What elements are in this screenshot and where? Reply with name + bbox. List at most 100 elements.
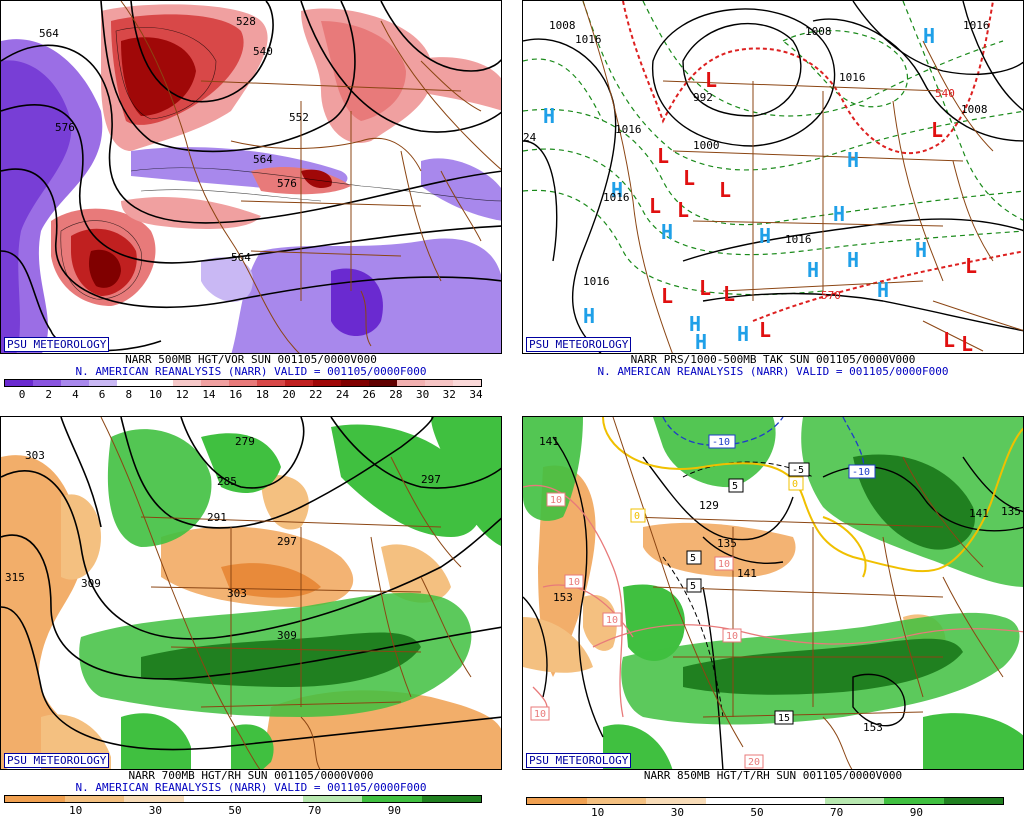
colorbar-swatch <box>124 796 184 802</box>
low-pressure-symbol: L <box>965 254 977 278</box>
colorbar-tick-label: 90 <box>909 806 923 819</box>
colorbar-tick-label: 30 <box>415 388 430 401</box>
colorbar-swatch <box>5 380 33 386</box>
colorbar-tick-label: 50 <box>228 804 242 817</box>
svg-text:10: 10 <box>534 709 546 720</box>
isobar-label: 1016 <box>603 191 630 204</box>
colorbar-swatch <box>201 380 229 386</box>
temperature-label: 20 <box>744 754 764 769</box>
colorbar-tick-label: 12 <box>175 388 189 401</box>
svg-text:10: 10 <box>550 495 562 506</box>
panel-caption-title: NARR 700MB HGT/RH SUN 001105/0000V000 <box>128 769 374 782</box>
map-500mb-vorticity: 564 528 540 576 552 564 576 564 <box>0 0 502 354</box>
colorbar-tick-label: 10 <box>148 388 163 401</box>
height-contour-label: 135 <box>1001 505 1021 518</box>
contour-label: 552 <box>289 111 309 124</box>
panel-500mb-vorticity: 564 528 540 576 552 564 576 564 PSU METE… <box>0 0 502 403</box>
isobar-label: 1016 <box>839 71 866 84</box>
colorbar-tick-label: 10 <box>591 806 605 819</box>
panel-caption-valid: N. AMERICAN REANALYSIS (NARR) VALID = 00… <box>75 781 427 794</box>
high-pressure-symbol: H <box>923 24 935 48</box>
low-pressure-symbol: L <box>699 276 711 300</box>
colorbar-swatch <box>33 380 61 386</box>
colorbar-tick-label: 70 <box>830 806 844 819</box>
contour-label: 564 <box>231 251 251 264</box>
low-pressure-symbol: L <box>683 166 695 190</box>
temperature-label: 10 <box>564 574 584 589</box>
colorbar-tick-label: 2 <box>45 388 53 401</box>
colorbar-swatch <box>705 798 765 804</box>
colorbar-swatch <box>362 796 422 802</box>
low-pressure-symbol: L <box>649 194 661 218</box>
isobar-label: 1008 <box>805 25 832 38</box>
temperature-label: 10 <box>722 628 742 643</box>
vorticity-colorbar <box>4 379 482 387</box>
colorbar-swatch <box>586 798 646 804</box>
height-contour-label: 315 <box>5 571 25 584</box>
height-contour-label: 309 <box>81 577 101 590</box>
colorbar-tick-label: 90 <box>387 804 401 817</box>
height-contour-label: 297 <box>421 473 441 486</box>
svg-text:-5: -5 <box>792 465 804 476</box>
colorbar-swatch <box>285 380 313 386</box>
thickness-label: 570 <box>821 289 841 302</box>
colorbar-tick-label: 10 <box>69 804 83 817</box>
contour-label: 564 <box>39 27 59 40</box>
high-pressure-symbol: H <box>583 304 595 328</box>
low-pressure-symbol: L <box>719 178 731 202</box>
svg-text:5: 5 <box>732 481 738 492</box>
colorbar-swatch <box>257 380 285 386</box>
map-850mb-temperature: 141 129 135 141 153 153 141 135 -10 -10 <box>522 416 1024 770</box>
map-pressure-thickness: H H H H H H H H H H H H H H H L L L L L <box>522 0 1024 354</box>
low-pressure-symbol: L <box>677 198 689 222</box>
psu-meteorology-watermark: PSU METEOROLOGY <box>526 753 632 768</box>
temperature-label: -5 <box>788 462 810 477</box>
low-pressure-symbol: L <box>931 118 943 142</box>
panel-caption-title: NARR 850MB HGT/T/RH SUN 001105/0000V000 <box>643 769 903 782</box>
temperature-label: -10 <box>708 434 736 449</box>
high-pressure-symbol: H <box>759 224 771 248</box>
high-pressure-symbol: H <box>611 178 623 202</box>
isobar-label: 1008 <box>961 103 988 116</box>
colorbar-swatch <box>64 796 124 802</box>
height-contour-label: 303 <box>227 587 247 600</box>
high-pressure-symbol: H <box>661 220 673 244</box>
colorbar-swatch <box>173 380 201 386</box>
colorbar-swatch <box>341 380 369 386</box>
colorbar-swatch <box>145 380 173 386</box>
temperature-label: 10 <box>714 556 734 571</box>
colorbar-swatch <box>527 798 587 804</box>
colorbar-tick-label: 14 <box>202 388 216 401</box>
temperature-label: 0 <box>788 476 804 491</box>
low-pressure-symbol: L <box>943 328 955 352</box>
colorbar-tick-label: 24 <box>335 388 350 401</box>
panel-850mb-temperature: 141 129 135 141 153 153 141 135 -10 -10 <box>522 416 1024 819</box>
colorbar-swatch <box>646 798 706 804</box>
high-pressure-symbol: H <box>833 202 845 226</box>
height-contour-label: 153 <box>553 591 573 604</box>
map-700mb-humidity: 303 279 285 291 297 297 315 309 303 309 <box>0 416 502 770</box>
height-contour-label: 291 <box>207 511 227 524</box>
colorbar-tick-label: 32 <box>442 388 456 401</box>
high-pressure-symbol: H <box>807 258 819 282</box>
height-contour-label: 285 <box>217 475 237 488</box>
svg-text:-10: -10 <box>852 467 870 478</box>
low-pressure-symbol: L <box>759 318 771 342</box>
high-pressure-symbol: H <box>847 148 859 172</box>
svg-text:0: 0 <box>792 479 798 490</box>
svg-text:15: 15 <box>778 713 790 724</box>
height-contour-label: 303 <box>25 449 45 462</box>
psu-meteorology-watermark: PSU METEOROLOGY <box>526 337 632 352</box>
isobar-label: 24 <box>523 131 537 144</box>
isobar-label: 1016 <box>575 33 602 46</box>
height-contour-label: 141 <box>737 567 757 580</box>
colorbar-tick-label: 6 <box>98 388 106 401</box>
colorbar-swatch <box>369 380 397 386</box>
svg-text:10: 10 <box>726 631 738 642</box>
temperature-label: 5 <box>728 478 744 493</box>
low-pressure-symbol: L <box>723 282 735 306</box>
high-pressure-symbol: H <box>915 238 927 262</box>
height-contour-label: 309 <box>277 629 297 642</box>
svg-text:-10: -10 <box>712 437 730 448</box>
temperature-label: -10 <box>848 464 876 479</box>
